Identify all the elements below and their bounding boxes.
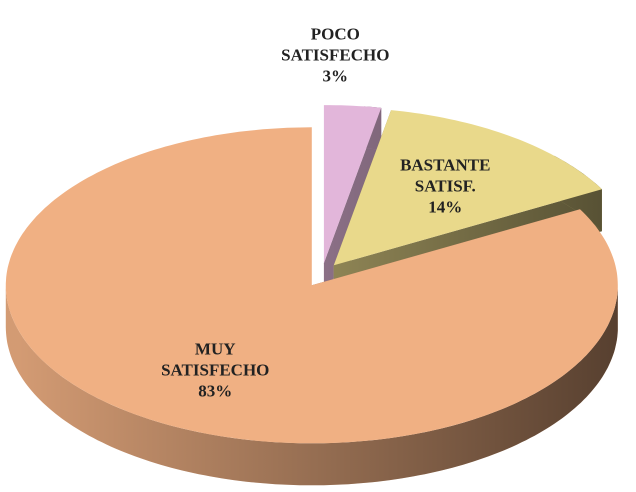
data-label: BASTANTE SATISF. 14% [380, 155, 510, 218]
value-label: 83% [198, 381, 233, 401]
value-label: 3% [322, 66, 349, 86]
category-label: MUY SATISFECHO [161, 339, 270, 380]
slice [5, 127, 618, 444]
slice [333, 110, 602, 266]
data-label: POCO SATISFECHO 3% [270, 24, 400, 87]
category-label: POCO SATISFECHO [281, 24, 390, 65]
slice-side-shade [5, 285, 618, 486]
slice [323, 105, 382, 264]
data-label: MUY SATISFECHO 83% [150, 338, 280, 401]
value-label: 14% [428, 197, 463, 217]
category-label: BASTANTE SATISF. [400, 155, 491, 196]
